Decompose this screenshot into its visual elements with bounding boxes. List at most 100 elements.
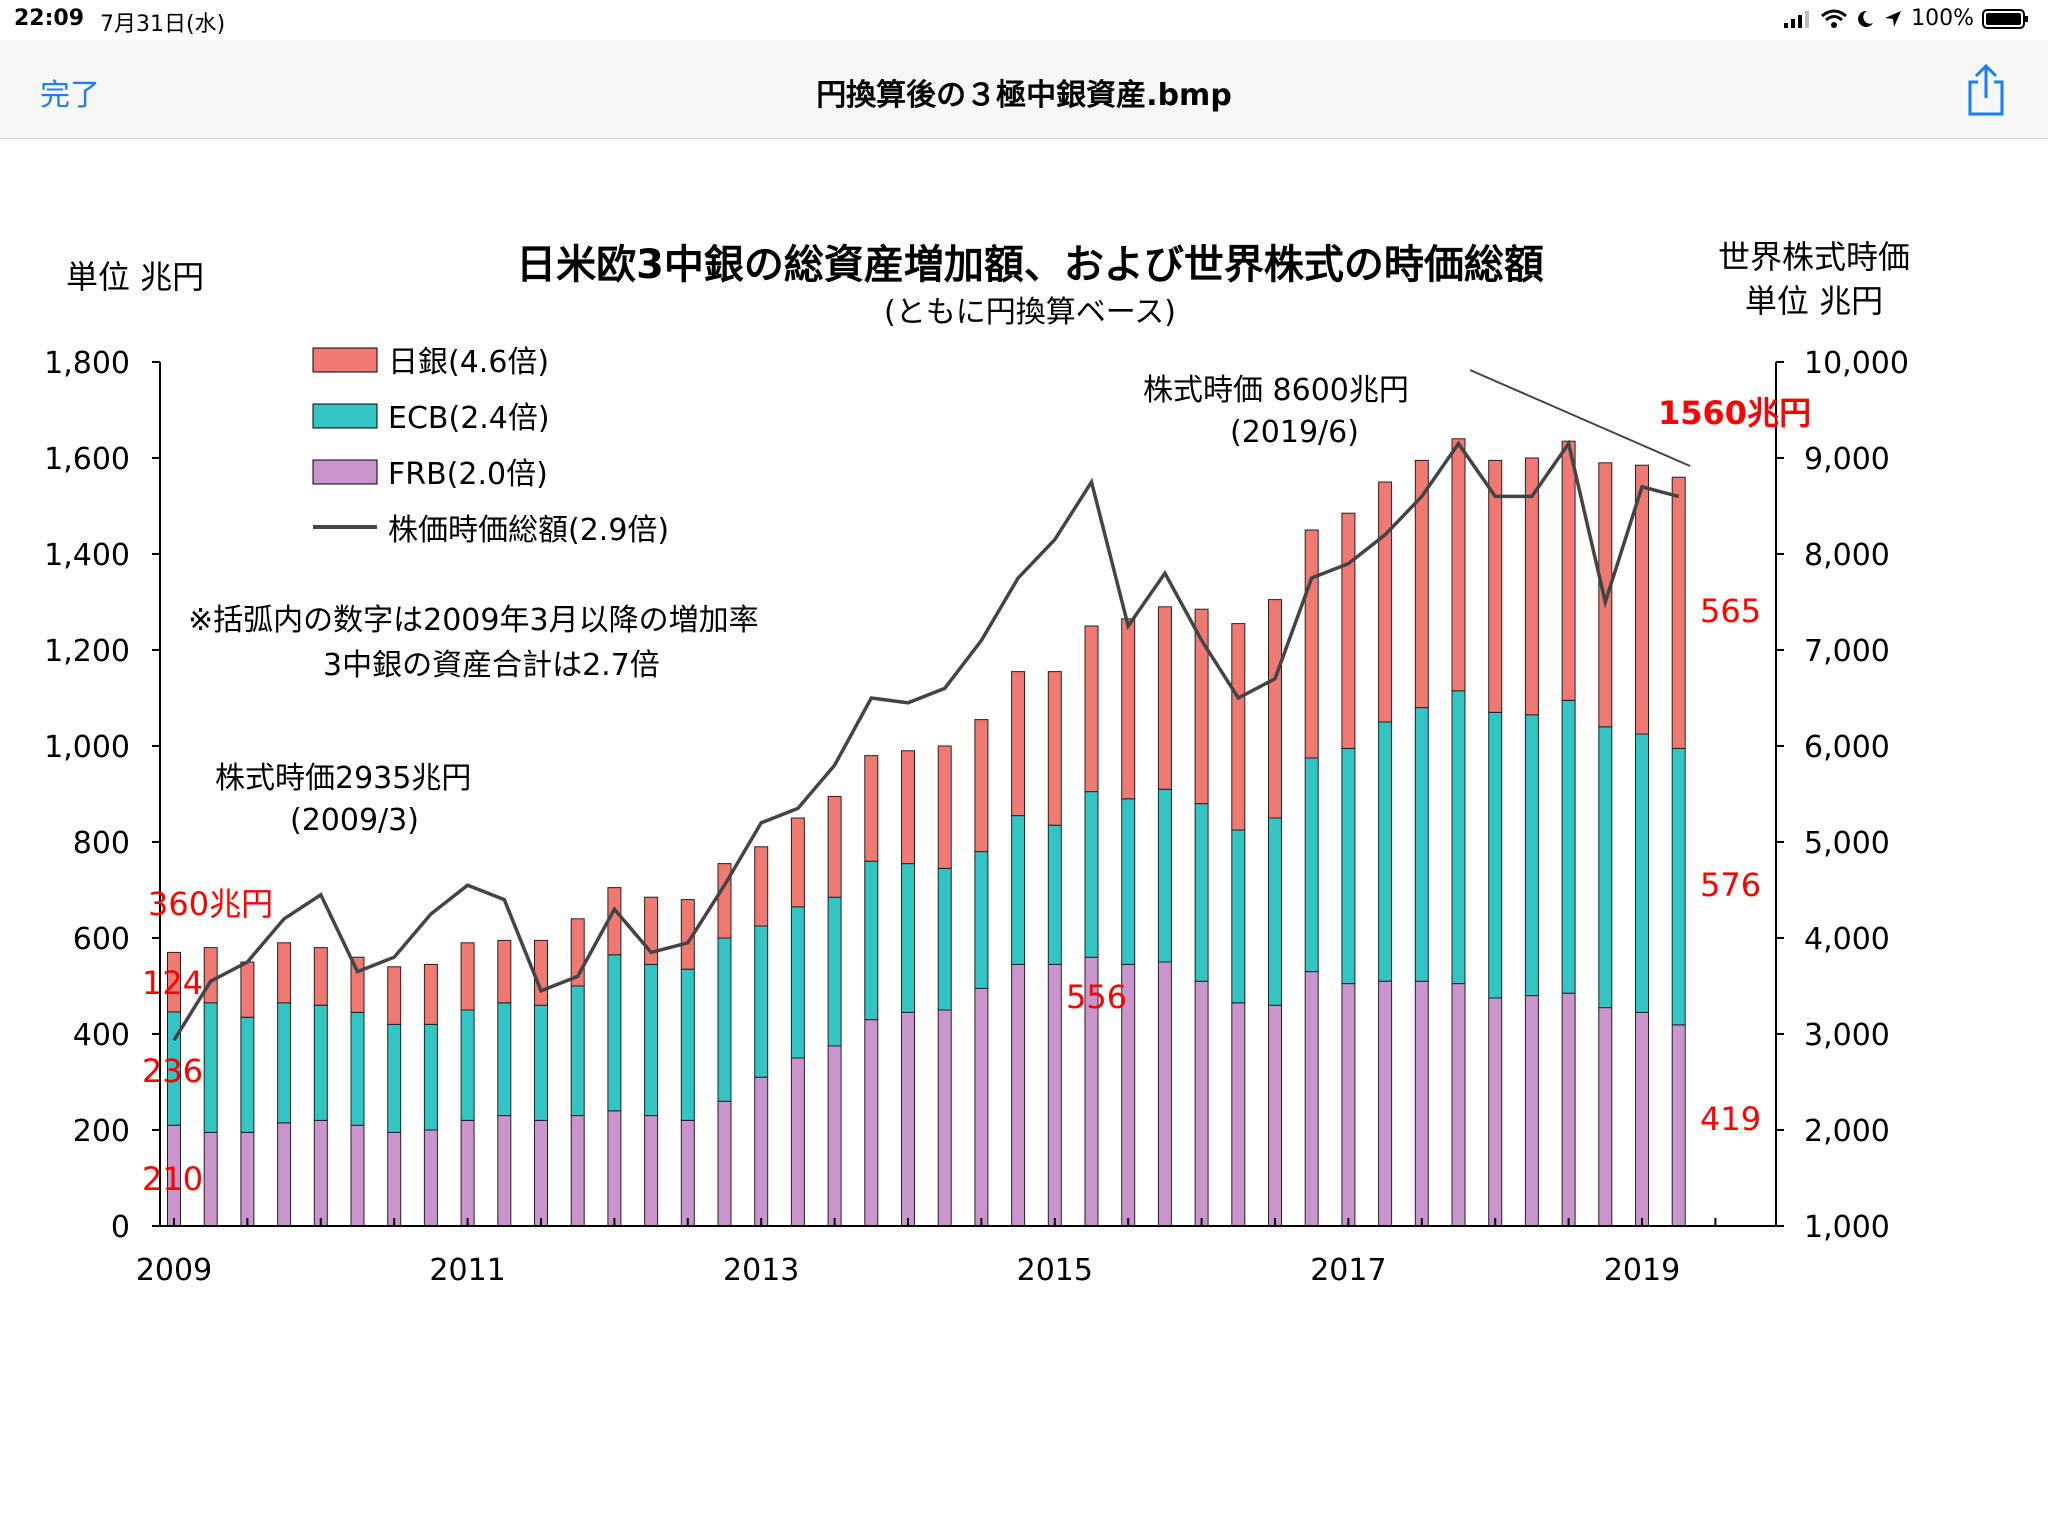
bar-frb — [534, 1119, 548, 1227]
x-tick-label: 2017 — [1310, 1253, 1386, 1288]
done-button[interactable]: 完了 — [40, 78, 100, 113]
bar-ecb — [1047, 824, 1062, 965]
bar-frb — [1231, 1002, 1246, 1227]
bar-boj — [203, 947, 218, 1004]
bar-boj — [754, 846, 769, 927]
left-axis-unit: 単位 兆円 — [66, 258, 204, 296]
bar-frb — [644, 1115, 659, 1227]
bar-boj — [1231, 623, 1246, 831]
bar-ecb — [387, 1023, 402, 1133]
bar-frb — [974, 987, 989, 1227]
bar-ecb — [1157, 788, 1172, 963]
left-tick-label: 1,800 — [44, 346, 130, 381]
legend-swatch-boj — [312, 347, 378, 373]
bar-ecb — [901, 863, 915, 1013]
label-end-frb: 419 — [1700, 1100, 1761, 1138]
bar-ecb — [277, 1002, 292, 1124]
bar-ecb — [1231, 829, 1246, 1004]
bar-ecb — [1451, 690, 1466, 985]
right-tick-label: 2,000 — [1804, 1114, 1890, 1149]
status-date: 7月31日(水) — [100, 12, 226, 37]
bar-boj — [1341, 512, 1356, 749]
bar-boj — [1011, 671, 1026, 817]
bar-ecb — [1304, 757, 1319, 973]
bar-boj — [1414, 459, 1429, 709]
left-tick-label: 1,400 — [44, 538, 130, 573]
bar-ecb — [1011, 815, 1026, 965]
bar-frb — [1635, 1011, 1649, 1227]
left-tick-label: 1,000 — [44, 730, 130, 765]
x-tick-label: 2015 — [1017, 1253, 1093, 1288]
bar-boj — [277, 942, 292, 1004]
legend-label-ecb: ECB(2.4倍) — [388, 401, 550, 436]
bar-boj — [423, 963, 438, 1025]
bar-ecb — [203, 1002, 218, 1133]
battery-icon — [1982, 8, 2028, 29]
bar-boj — [1635, 464, 1649, 735]
bar-boj — [1194, 608, 1209, 805]
right-axis-unit-line2: 単位 兆円 — [1745, 282, 1883, 320]
bar-frb — [1524, 995, 1539, 1227]
note-growth-rate: ※括弧内の数字は2009年3月以降の増加率 — [188, 603, 759, 638]
bar-frb — [313, 1119, 328, 1227]
right-tick-label: 3,000 — [1804, 1018, 1890, 1053]
bar-ecb — [1635, 733, 1649, 1013]
share-icon[interactable] — [1964, 62, 2008, 118]
bar-frb — [203, 1131, 218, 1227]
bar-ecb — [717, 937, 732, 1102]
bar-frb — [1378, 980, 1393, 1227]
bar-frb — [680, 1119, 695, 1227]
bar-ecb — [680, 968, 695, 1121]
bar-boj — [313, 947, 328, 1006]
bar-frb — [717, 1100, 732, 1227]
bar-boj — [387, 966, 402, 1025]
bar-boj — [1524, 457, 1539, 716]
bar-ecb — [644, 963, 659, 1117]
left-tick-label: 800 — [73, 826, 130, 861]
legend: 日銀(4.6倍) ECB(2.4倍) FRB(2.0倍) 株価時価総額(2.9倍… — [312, 345, 669, 548]
chart-svg: 0 200 400 600 800 1,000 1,200 1,400 1,600 1,800 1,… — [44, 238, 1910, 1288]
bar-frb — [1451, 983, 1466, 1227]
bar-frb — [607, 1110, 622, 1227]
left-tick-label: 400 — [73, 1018, 130, 1053]
start-stock-date: (2009/3) — [290, 803, 419, 838]
bar-frb — [460, 1119, 475, 1227]
end-stock-annotation: 株式時価 8600兆円 — [1143, 373, 1409, 408]
bar-boj — [1671, 476, 1686, 749]
bar-ecb — [1378, 721, 1393, 982]
bar-ecb — [1341, 747, 1356, 985]
bar-boj — [827, 795, 842, 898]
bar-frb — [1671, 1024, 1686, 1227]
bar-frb — [1598, 1007, 1613, 1227]
bar-boj — [1268, 599, 1282, 819]
legend-label-frb: FRB(2.0倍) — [388, 457, 548, 492]
bar-boj — [1488, 459, 1503, 713]
bar-ecb — [534, 1004, 548, 1121]
x-tick-label: 2013 — [723, 1253, 799, 1288]
bar-frb — [1304, 971, 1319, 1227]
bar-boj — [497, 939, 512, 1004]
moon-icon — [1858, 10, 1874, 27]
bar-boj — [864, 755, 879, 862]
bar-boj — [167, 951, 181, 1013]
bar-frb — [1194, 980, 1209, 1227]
stock-line — [172, 439, 1680, 1042]
bar-ecb — [497, 1002, 512, 1117]
bar-boj — [607, 887, 622, 956]
bar-ecb — [1414, 707, 1429, 982]
bar-ecb — [790, 906, 805, 1059]
bar-ecb — [1488, 711, 1503, 999]
bar-frb — [1561, 992, 1576, 1227]
chart-title: 日米欧3中銀の総資産増加額、および世界株式の時価総額 — [516, 242, 1544, 288]
bar-ecb — [240, 1016, 255, 1133]
bar-boj — [1047, 671, 1062, 826]
battery-percent: 100% — [1911, 6, 1974, 31]
left-tick-label: 0 — [111, 1210, 130, 1245]
bar-ecb — [570, 985, 585, 1117]
bar-boj — [1121, 618, 1136, 800]
bar-ecb — [974, 851, 989, 989]
legend-label-boj: 日銀(4.6倍) — [388, 345, 549, 380]
right-tick-label: 5,000 — [1804, 826, 1890, 861]
left-tick-label: 1,600 — [44, 442, 130, 477]
label-end-boj: 565 — [1700, 592, 1761, 630]
